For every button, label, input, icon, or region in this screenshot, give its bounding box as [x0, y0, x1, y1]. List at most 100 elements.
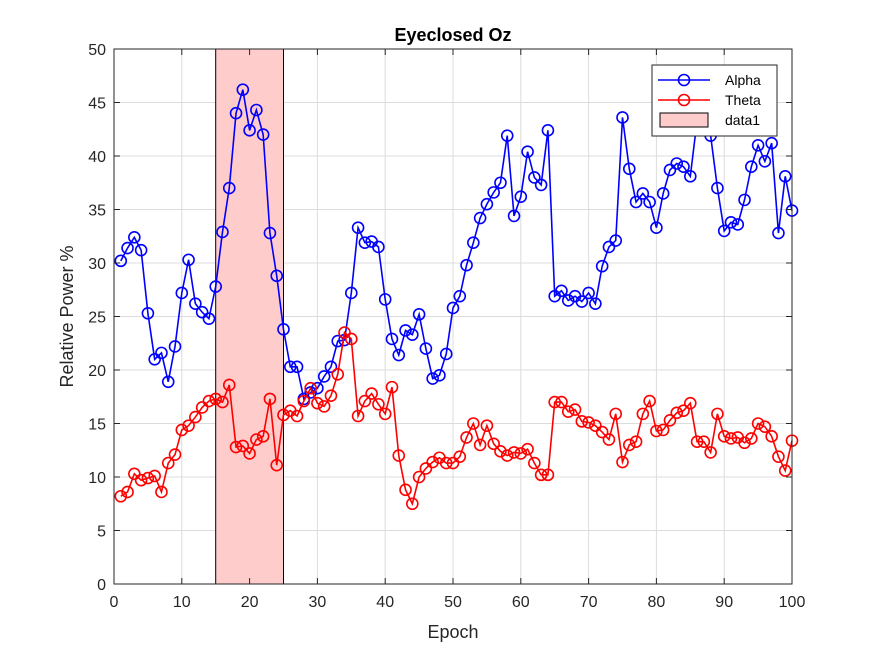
- y-tick-label: 15: [88, 417, 106, 434]
- data-point-alpha: [636, 187, 650, 200]
- data-point-alpha: [216, 225, 229, 239]
- data-point-alpha: [229, 106, 243, 120]
- data-point-theta: [358, 394, 372, 408]
- y-axis-title: Relative Power %: [57, 245, 77, 387]
- data-point-alpha: [378, 293, 392, 306]
- data-point-theta: [182, 419, 195, 432]
- data-point-theta: [229, 440, 243, 454]
- y-tick-label: 35: [88, 203, 106, 220]
- data-point-alpha: [650, 221, 663, 234]
- legend: Alpha Theta data1: [651, 64, 778, 137]
- data-point-theta: [372, 397, 385, 411]
- data-point-alpha: [155, 346, 168, 360]
- data-point-theta: [616, 455, 629, 469]
- data-point-alpha: [189, 297, 202, 310]
- data-point-alpha: [616, 111, 629, 124]
- data-point-theta: [629, 435, 643, 448]
- data-point-alpha: [168, 340, 182, 353]
- data-point-alpha: [711, 181, 724, 195]
- data-point-alpha: [250, 103, 263, 117]
- x-tick-label: 0: [110, 594, 119, 611]
- data-point-alpha: [175, 286, 189, 300]
- legend-marker-theta: [677, 93, 691, 107]
- data-point-alpha: [372, 240, 385, 254]
- data-point-theta: [216, 395, 229, 409]
- data-point-theta: [500, 449, 514, 462]
- data-point-theta: [555, 395, 568, 409]
- data-point-alpha: [738, 193, 751, 207]
- data-point-theta: [663, 413, 677, 427]
- data-point-theta: [541, 468, 555, 482]
- legend-label-theta: Theta: [725, 92, 761, 108]
- data-point-theta: [487, 437, 500, 451]
- data-point-alpha: [243, 124, 256, 137]
- data-point-alpha: [182, 253, 195, 267]
- data-point-alpha: [392, 348, 406, 362]
- x-tick-label: 30: [309, 594, 327, 611]
- data-point-alpha: [263, 226, 277, 240]
- data-point-theta: [290, 409, 304, 423]
- data-point-theta: [751, 417, 765, 430]
- data-point-theta: [643, 394, 656, 408]
- data-point-alpha: [595, 259, 609, 273]
- data-point-theta: [419, 462, 433, 475]
- data-point-theta: [412, 470, 426, 484]
- data-point-theta: [426, 455, 439, 469]
- data-point-theta: [473, 438, 487, 452]
- data-point-theta: [243, 447, 256, 460]
- data-point-alpha: [500, 129, 514, 142]
- data-point-alpha: [446, 301, 460, 315]
- x-tick-label: 10: [173, 594, 191, 611]
- data-point-theta: [161, 456, 175, 470]
- data-point-alpha: [222, 181, 236, 195]
- data-point-theta: [677, 404, 690, 417]
- data-point-theta: [548, 395, 562, 409]
- x-tick-label: 70: [580, 594, 598, 611]
- data-point-alpha: [555, 284, 568, 298]
- data-point-alpha: [406, 328, 419, 341]
- data-point-alpha: [582, 286, 595, 300]
- data-point-alpha: [778, 170, 792, 183]
- data-point-alpha: [439, 347, 453, 361]
- data-point-alpha: [683, 170, 697, 183]
- data-point-theta: [331, 367, 345, 381]
- data-point-theta: [724, 432, 738, 445]
- data-point-theta: [155, 485, 168, 499]
- data-point-theta: [745, 432, 758, 445]
- y-tick-label: 5: [97, 524, 106, 541]
- data-point-alpha: [534, 178, 548, 192]
- data-point-theta: [467, 417, 480, 430]
- data-point-theta: [209, 392, 222, 406]
- y-tick-label: 30: [88, 256, 106, 273]
- data-point-theta: [534, 468, 548, 482]
- data-point-alpha: [134, 243, 148, 257]
- y-tick-label: 0: [97, 577, 106, 594]
- chart-title: Eyeclosed Oz: [394, 25, 511, 45]
- data-point-theta: [521, 442, 534, 456]
- data-point-theta: [575, 415, 589, 428]
- data-point-theta: [609, 407, 623, 421]
- x-tick-label: 90: [715, 594, 733, 611]
- data-point-theta: [311, 396, 324, 410]
- data-point-alpha: [453, 289, 467, 303]
- data-point-theta: [236, 439, 250, 453]
- data-point-alpha: [419, 342, 433, 355]
- legend-label-data1: data1: [725, 112, 760, 128]
- data-point-theta: [446, 456, 460, 470]
- data-point-theta: [622, 438, 636, 452]
- data-point-alpha: [724, 216, 738, 229]
- data-point-alpha: [758, 155, 772, 168]
- data-point-theta: [670, 406, 684, 420]
- data-point-alpha: [283, 360, 297, 374]
- data-point-alpha: [643, 195, 656, 209]
- data-point-theta: [595, 425, 609, 439]
- data-point-alpha: [745, 160, 758, 173]
- data-point-alpha: [670, 157, 684, 170]
- data-point-theta: [297, 394, 311, 408]
- data-point-alpha: [629, 195, 643, 209]
- data-point-theta: [602, 433, 616, 446]
- data-point-theta: [338, 326, 351, 339]
- data-point-alpha: [290, 360, 304, 374]
- data-point-theta: [514, 447, 528, 460]
